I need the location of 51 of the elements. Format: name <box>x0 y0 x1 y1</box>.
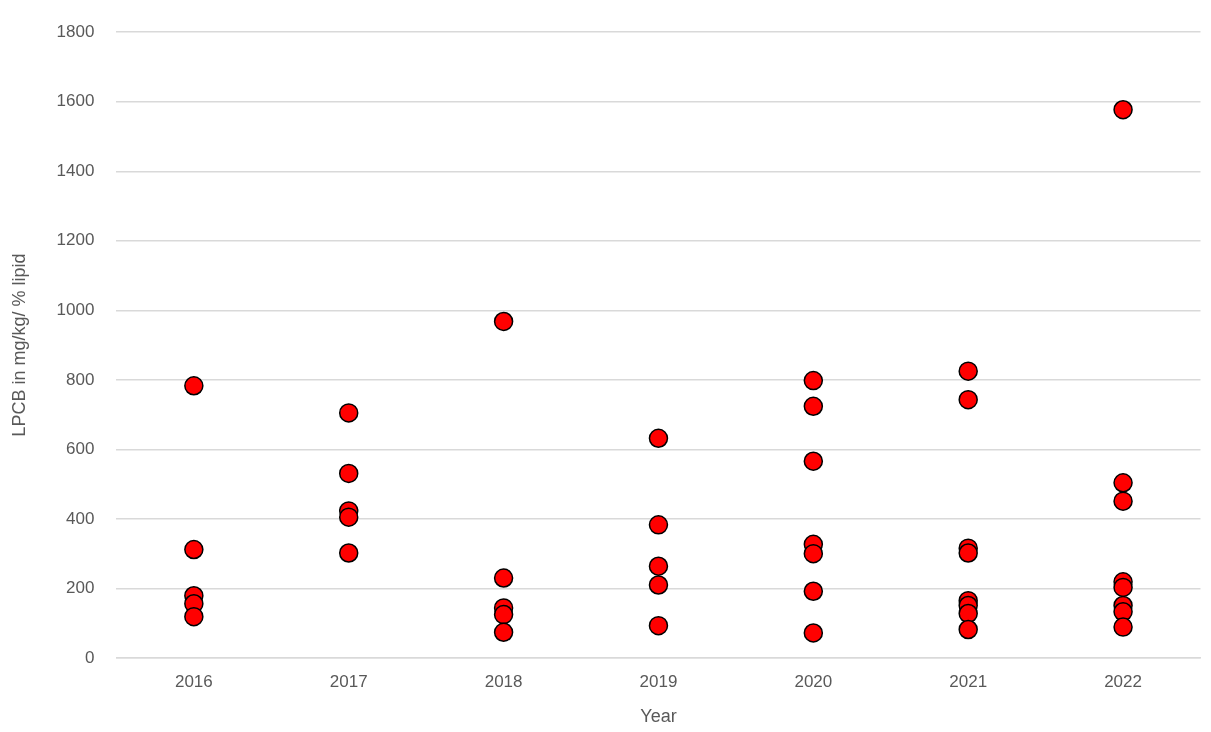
point <box>803 581 824 601</box>
point <box>184 539 204 560</box>
x-axis-title: Year <box>640 706 677 727</box>
x-tick-label: 2017 <box>329 671 368 691</box>
y-tick-label: 600 <box>66 439 95 459</box>
y-tick-label: 1400 <box>56 160 95 180</box>
point <box>958 361 978 381</box>
point <box>648 615 669 636</box>
x-tick-label: 2019 <box>639 671 678 691</box>
point <box>184 376 204 396</box>
point <box>803 370 824 391</box>
point <box>648 575 669 595</box>
point <box>648 556 669 576</box>
y-tick-label: 1000 <box>56 300 95 320</box>
x-tick-label: 2022 <box>1104 671 1142 691</box>
x-tick-label: 2021 <box>949 671 988 691</box>
point <box>493 604 514 625</box>
point <box>1113 99 1133 120</box>
y-tick-label: 1600 <box>56 91 95 111</box>
y-tick-label: 1200 <box>56 230 95 250</box>
point <box>958 619 978 640</box>
point <box>184 606 204 627</box>
point <box>648 515 669 535</box>
point <box>803 543 824 564</box>
x-tick-label: 2018 <box>484 671 523 691</box>
point <box>1113 473 1133 493</box>
point <box>338 507 359 527</box>
point <box>493 568 514 588</box>
y-tick-label: 200 <box>66 578 95 598</box>
y-tick-label: 1800 <box>56 21 95 41</box>
x-tick-label: 2016 <box>174 671 213 691</box>
y-tick-label: 800 <box>66 369 95 389</box>
y-axis-title: LPCB in mg/kg/ % lipid <box>8 253 29 437</box>
point <box>338 543 359 563</box>
point <box>338 403 359 423</box>
point <box>958 389 978 410</box>
point <box>338 463 359 484</box>
point <box>648 428 669 449</box>
point <box>803 396 824 417</box>
point <box>1113 617 1133 637</box>
x-tick-label: 2020 <box>794 671 833 691</box>
point <box>493 622 514 643</box>
point <box>1113 491 1133 511</box>
point <box>958 603 978 624</box>
y-tick-label: 0 <box>84 647 95 667</box>
y-tick-label: 400 <box>66 508 95 528</box>
point <box>493 311 514 332</box>
point <box>803 623 824 643</box>
point <box>803 451 824 471</box>
point <box>1113 577 1133 598</box>
point <box>958 543 978 563</box>
